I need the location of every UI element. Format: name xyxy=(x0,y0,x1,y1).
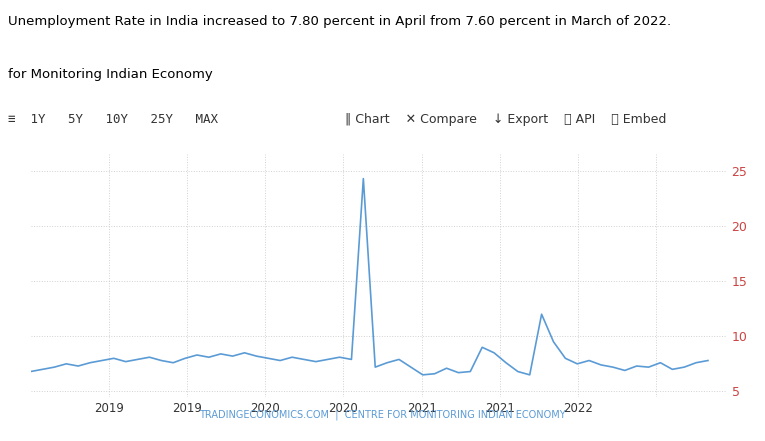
Text: ≡  1Y   5Y   10Y   25Y   MAX: ≡ 1Y 5Y 10Y 25Y MAX xyxy=(8,112,218,126)
Text: TRADINGECONOMICS.COM  |  CENTRE FOR MONITORING INDIAN ECONOMY: TRADINGECONOMICS.COM | CENTRE FOR MONITO… xyxy=(199,409,566,420)
Text: Unemployment Rate in India increased to 7.80 percent in April from 7.60 percent : Unemployment Rate in India increased to … xyxy=(8,15,671,27)
Text: for Monitoring Indian Economy: for Monitoring Indian Economy xyxy=(8,68,213,81)
Text: ‖ Chart    ✕ Compare    ↓ Export    ⌗ API    ⎘ Embed: ‖ Chart ✕ Compare ↓ Export ⌗ API ⎘ Embed xyxy=(337,112,666,126)
